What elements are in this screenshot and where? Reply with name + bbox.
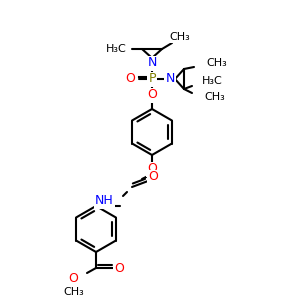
Text: CH₃: CH₃ [64,287,84,297]
Text: H₃C: H₃C [202,76,223,86]
Text: H₃C: H₃C [106,44,126,54]
Text: O: O [114,262,124,275]
Text: O: O [147,88,157,101]
Text: N: N [165,73,175,85]
Text: O: O [125,73,135,85]
Text: O: O [147,163,157,176]
Text: CH₃: CH₃ [206,58,227,68]
Text: P: P [148,73,156,85]
Text: O: O [148,170,158,184]
Text: CH₃: CH₃ [169,32,190,42]
Text: O: O [68,272,78,284]
Text: N: N [147,56,157,70]
Text: NH: NH [95,194,114,208]
Text: CH₃: CH₃ [204,92,225,102]
